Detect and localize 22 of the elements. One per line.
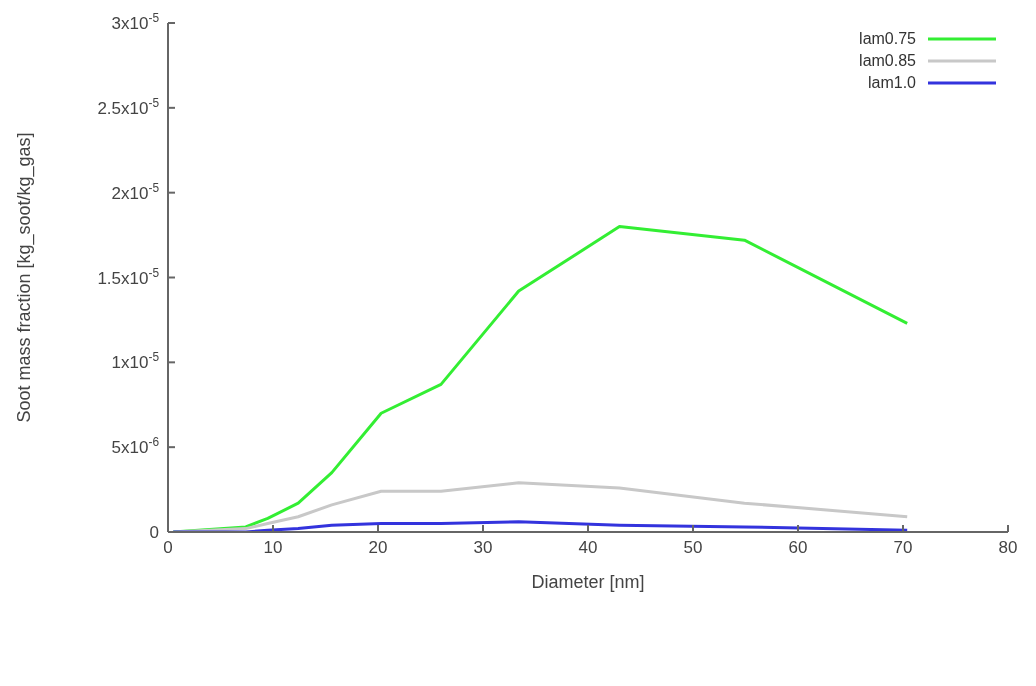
x-axis-title: Diameter [nm] bbox=[531, 572, 645, 592]
y-tick-label: 2x10$^{-5}$ bbox=[111, 180, 160, 203]
y-tick-label: 1.5x10$^{-5}$ bbox=[97, 265, 160, 288]
x-tick-label: 0 bbox=[163, 538, 173, 557]
y-axis-title: Soot mass fraction [kg_soot/kg_gas] bbox=[14, 132, 36, 423]
x-tick-label: 60 bbox=[788, 538, 808, 557]
x-tick-label: 80 bbox=[998, 538, 1018, 557]
x-tick-label: 40 bbox=[578, 538, 598, 557]
x-tick-label: 30 bbox=[473, 538, 493, 557]
y-tick-label: 1x10$^{-5}$ bbox=[111, 350, 160, 373]
x-tick-label: 50 bbox=[683, 538, 703, 557]
y-tick-label: 0 bbox=[149, 523, 159, 542]
legend-label: lam0.85 bbox=[859, 52, 916, 70]
x-tick-label: 70 bbox=[893, 538, 913, 557]
y-tick-label: 5x10$^{-6}$ bbox=[111, 435, 160, 458]
legend-label: lam1.0 bbox=[867, 74, 916, 92]
x-tick-label: 10 bbox=[263, 538, 283, 557]
line-series bbox=[171, 481, 909, 532]
y-tick-label: 3x10$^{-5}$ bbox=[111, 11, 160, 33]
legend-label: lam0.75 bbox=[859, 30, 916, 48]
y-tick-label: 2.5x10$^{-5}$ bbox=[97, 95, 160, 118]
x-tick-label: 20 bbox=[368, 538, 388, 557]
